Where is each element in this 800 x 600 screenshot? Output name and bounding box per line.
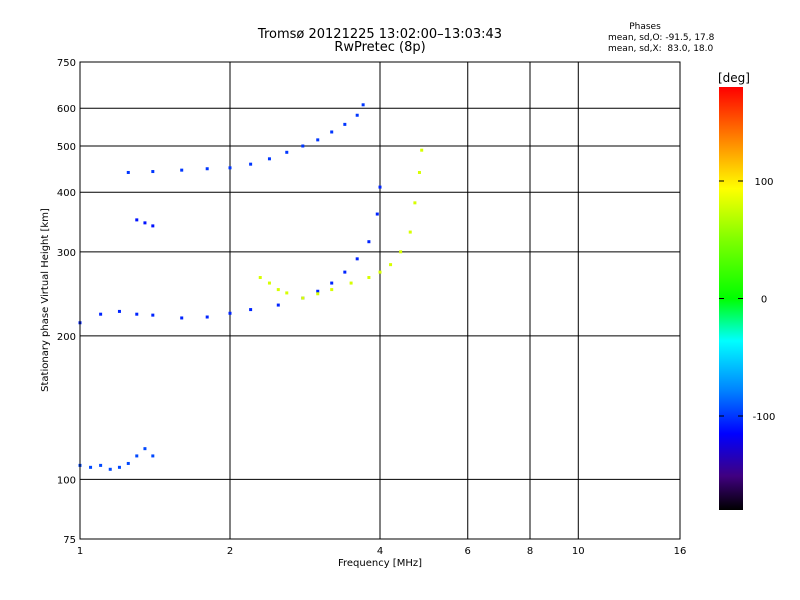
y-tick-label: 100 xyxy=(57,475,76,486)
y-tick-label: 75 xyxy=(63,535,76,546)
data-point xyxy=(143,447,147,451)
data-point xyxy=(135,312,139,316)
data-point xyxy=(316,292,320,296)
data-point xyxy=(343,122,347,126)
y-tick-label: 750 xyxy=(57,58,76,69)
chart-title: Tromsø 20121225 13:02:00–13:03:43 xyxy=(257,27,503,42)
x-axis-label: Frequency [MHz] xyxy=(337,558,423,569)
data-point xyxy=(355,257,359,261)
data-point xyxy=(361,103,365,107)
phases-line-o: mean, sd,O: -91.5, 17.8 xyxy=(608,33,715,43)
x-tick-label: 8 xyxy=(527,546,533,557)
data-point xyxy=(316,289,320,293)
data-point xyxy=(151,313,155,317)
x-tick-label: 1 xyxy=(77,546,83,557)
data-point xyxy=(330,130,334,134)
data-point xyxy=(276,303,280,307)
data-point xyxy=(399,250,403,254)
colorbar-label: [deg] xyxy=(718,71,750,85)
series-trace xyxy=(135,218,155,228)
data-point xyxy=(413,201,417,205)
data-point xyxy=(180,168,184,172)
data-point xyxy=(267,157,271,161)
series-trace xyxy=(126,103,365,174)
data-point xyxy=(205,167,209,171)
data-point xyxy=(228,166,232,170)
data-point xyxy=(417,170,421,174)
data-point xyxy=(117,465,121,469)
data-point xyxy=(367,276,371,280)
data-point xyxy=(117,309,121,313)
data-point xyxy=(367,240,371,244)
data-point xyxy=(301,144,305,148)
data-point xyxy=(99,312,103,316)
x-tick-label: 16 xyxy=(674,546,687,557)
data-point xyxy=(378,185,382,189)
data-point xyxy=(349,281,353,285)
data-point xyxy=(285,150,289,154)
data-point xyxy=(228,311,232,315)
y-tick-label: 300 xyxy=(57,248,76,259)
data-point xyxy=(180,316,184,320)
data-point xyxy=(408,230,412,234)
phases-line-x: mean, sd,X: 83.0, 18.0 xyxy=(608,44,714,54)
data-point xyxy=(285,291,289,295)
x-tick-label: 10 xyxy=(572,546,585,557)
data-point xyxy=(420,148,424,152)
data-point xyxy=(151,454,155,458)
data-point xyxy=(135,454,139,458)
y-tick-label: 200 xyxy=(57,332,76,343)
y-tick-label: 500 xyxy=(57,142,76,153)
data-point xyxy=(99,463,103,467)
phases-title: Phases xyxy=(629,22,661,32)
data-point xyxy=(249,308,253,312)
data-point xyxy=(389,263,393,267)
plot-frame xyxy=(79,61,681,540)
data-point xyxy=(378,270,382,274)
data-point xyxy=(151,224,155,228)
data-point xyxy=(316,138,320,142)
data-point xyxy=(89,465,93,469)
x-tick-label: 2 xyxy=(227,546,233,557)
data-point xyxy=(126,461,130,465)
data-point xyxy=(108,467,112,471)
colorbar-tick-label: -100 xyxy=(753,412,776,423)
colorbar-tick-label: 100 xyxy=(754,177,773,188)
y-tick-label: 600 xyxy=(57,104,76,115)
colorbar-tick-label: 0 xyxy=(761,295,767,306)
data-point xyxy=(151,170,155,174)
series-trace xyxy=(78,447,155,471)
data-point xyxy=(143,221,147,225)
data-point xyxy=(258,276,262,280)
data-point xyxy=(276,288,280,292)
data-point xyxy=(301,296,305,300)
data-point xyxy=(375,212,379,216)
data-point xyxy=(343,270,347,274)
data-point xyxy=(249,162,253,166)
data-point xyxy=(330,281,334,285)
series-trace xyxy=(258,148,424,300)
x-tick-label: 4 xyxy=(377,546,383,557)
data-point xyxy=(330,288,334,292)
data-point xyxy=(205,315,209,319)
chart-subtitle: RwPretec (8p) xyxy=(334,40,426,55)
data-point xyxy=(126,170,130,174)
data-point xyxy=(355,113,359,117)
data-point xyxy=(267,281,271,285)
data-point xyxy=(135,218,139,222)
y-tick-label: 400 xyxy=(57,188,76,199)
x-tick-label: 6 xyxy=(465,546,471,557)
